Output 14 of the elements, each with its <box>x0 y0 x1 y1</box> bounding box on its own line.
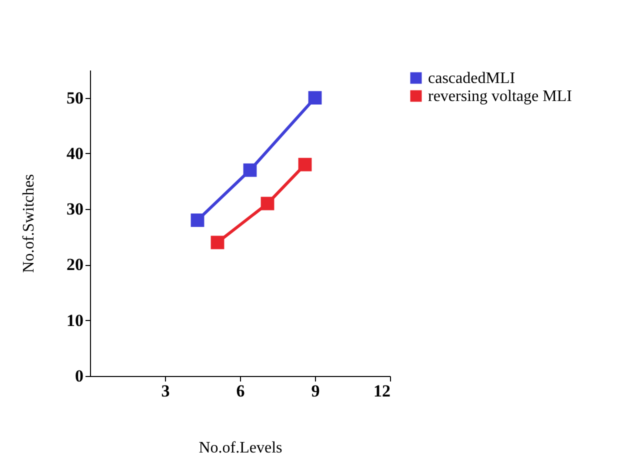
x-tick-label: 12 <box>374 382 390 400</box>
y-tick-label: 0 <box>75 366 84 386</box>
y-tick-label: 40 <box>66 144 84 163</box>
x-axis-title: No.of.Levels <box>198 440 282 456</box>
legend-label: reversing voltage MLI <box>428 88 572 105</box>
y-tick-label: 10 <box>66 310 84 330</box>
y-tick-label: 50 <box>66 88 84 108</box>
legend-label: cascadedMLI <box>428 70 516 87</box>
x-tick-label: 6 <box>236 382 245 400</box>
x-tick-label: 9 <box>311 382 320 400</box>
y-tick-label: 20 <box>66 255 84 274</box>
x-tick-label: 3 <box>161 382 170 400</box>
y-axis-title: No.of.Switches <box>20 174 38 273</box>
y-tick-label: 30 <box>66 200 84 219</box>
